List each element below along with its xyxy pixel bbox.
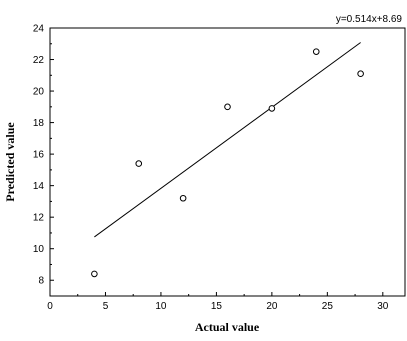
y-tick-label: 18 [33, 118, 45, 129]
regression-line [94, 42, 361, 238]
data-point [135, 160, 143, 167]
y-tick-label: 14 [33, 181, 45, 192]
data-point [179, 194, 187, 202]
y-tick-label: 16 [33, 150, 45, 161]
x-tick-label: 5 [103, 301, 109, 312]
x-tick-label: 10 [155, 301, 167, 312]
data-point [357, 70, 364, 78]
y-tick-label: 22 [33, 55, 45, 66]
fit-line-group [94, 42, 361, 238]
x-tick-label: 30 [377, 301, 389, 312]
x-tick-label: 25 [322, 301, 334, 312]
data-point [91, 270, 98, 278]
y-tick-label: 8 [38, 276, 44, 287]
data-point [224, 103, 231, 111]
y-axis-ticks: 8 10 12 14 16 18 20 22 24 [33, 24, 54, 297]
x-tick-label: 0 [47, 301, 53, 312]
y-tick-label: 20 [33, 87, 45, 98]
y-tick-label: 12 [33, 213, 45, 224]
data-points [91, 48, 364, 278]
y-axis-label: Predicted value [3, 122, 17, 202]
data-point [312, 48, 320, 55]
y-tick-label: 24 [33, 24, 45, 35]
x-axis-ticks: 0 5 10 15 20 25 30 [47, 292, 389, 312]
plot-frame [49, 27, 406, 297]
x-axis-label: Actual value [195, 320, 260, 334]
data-point [268, 105, 276, 112]
y-tick-label: 10 [33, 244, 45, 255]
x-tick-label: 20 [266, 301, 278, 312]
x-tick-label: 15 [211, 301, 223, 312]
fit-equation: y=0.514x+8.69 [336, 14, 403, 25]
